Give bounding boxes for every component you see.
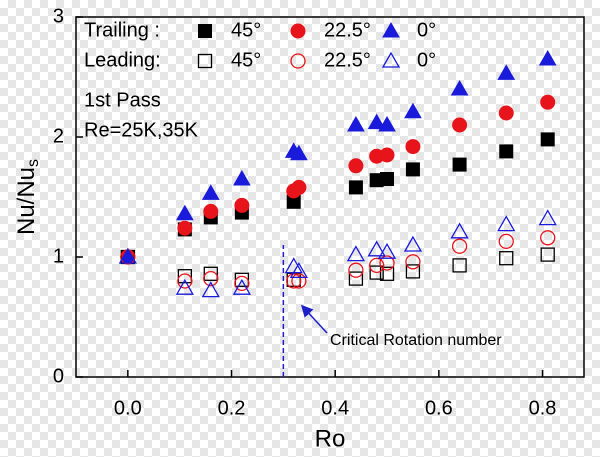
marker-triangle (378, 115, 396, 132)
marker-triangle (450, 222, 469, 239)
marker-square (452, 258, 467, 273)
legend-group-label: Leading: (84, 49, 161, 71)
marker-circle (286, 273, 302, 289)
x-tick-label: 0.0 (114, 397, 142, 419)
y-tick-label: 2 (53, 125, 64, 147)
marker-square (177, 269, 193, 284)
legend-label: 45° (231, 19, 261, 41)
legend-marker (290, 53, 306, 69)
marker-square (499, 251, 514, 266)
marker-square (405, 264, 421, 279)
marker-triangle (538, 49, 557, 66)
marker-triangle (118, 247, 137, 264)
marker-circle (203, 270, 219, 287)
arrow (300, 304, 328, 334)
marker-triangle (290, 144, 308, 161)
y-axis-label-sub: s (25, 159, 42, 167)
marker-triangle (284, 257, 303, 274)
marker-square (348, 180, 363, 195)
marker-triangle (367, 113, 386, 130)
legend-marker (198, 24, 212, 38)
legend-label: 45° (231, 49, 261, 71)
marker-triangle (232, 278, 251, 295)
legend-marker (381, 51, 401, 68)
legend-marker (290, 23, 306, 39)
x-tick-label: 0.2 (218, 397, 246, 419)
marker-triangle (404, 102, 422, 119)
marker-circle (405, 139, 421, 155)
marker-circle (177, 220, 193, 236)
marker-triangle (175, 204, 194, 221)
marker-triangle (497, 215, 516, 232)
marker-circle (291, 273, 307, 289)
y-tick-label: 1 (53, 245, 64, 267)
y-axis-label-main: Nu/Nu (13, 167, 40, 235)
marker-square (540, 132, 555, 147)
marker-triangle (538, 209, 557, 226)
marker-circle (379, 255, 395, 271)
marker-triangle (175, 278, 194, 295)
y-axis-label: Nu/Nus (13, 159, 42, 235)
marker-square (380, 172, 395, 186)
marker-circle (540, 230, 556, 246)
marker-square (405, 162, 420, 177)
x-tick-label: 0.6 (425, 397, 453, 419)
marker-circle (234, 275, 250, 292)
marker-circle (452, 117, 468, 133)
marker-circle (451, 238, 468, 254)
marker-triangle (450, 79, 469, 96)
legend-label: 22.5° (324, 49, 371, 71)
marker-square (452, 157, 467, 172)
marker-triangle (289, 262, 309, 279)
marker-circle (177, 273, 193, 289)
plot-frame (75, 16, 585, 378)
marker-triangle (201, 184, 220, 200)
legend-marker (382, 21, 400, 38)
marker-circle (234, 197, 250, 213)
marker-circle (348, 158, 364, 174)
legend-label: 0° (417, 19, 436, 41)
critical-label: Critical Rotation number (330, 332, 502, 349)
marker-circle (291, 179, 307, 195)
marker-square (499, 144, 514, 159)
x-tick-label: 0.8 (529, 397, 557, 419)
marker-triangle (403, 235, 423, 252)
y-tick-label: 0 (53, 365, 64, 387)
marker-circle (405, 254, 421, 270)
annotation: Re=25K,35K (84, 119, 199, 141)
marker-circle (540, 94, 556, 110)
marker-triangle (233, 169, 251, 186)
marker-triangle (497, 64, 516, 80)
legend-label: 22.5° (324, 19, 371, 41)
marker-square (203, 266, 218, 281)
x-axis-label: Ro (315, 425, 346, 452)
marker-circle (369, 257, 385, 274)
annotation: 1st Pass (84, 89, 161, 111)
legend-label: 0° (417, 49, 436, 71)
marker-triangle (367, 240, 386, 257)
legend-group-label: Trailing : (84, 19, 160, 41)
marker-circle (379, 147, 395, 163)
marker-square (348, 271, 364, 286)
marker-circle (348, 262, 364, 278)
marker-square (379, 266, 395, 281)
x-tick-label: 0.4 (321, 397, 349, 419)
marker-circle (498, 105, 514, 121)
marker-triangle (201, 281, 220, 298)
marker-circle (498, 233, 514, 250)
marker-square (540, 247, 555, 262)
marker-square (369, 265, 384, 280)
marker-circle (203, 203, 219, 219)
y-tick-label: 3 (53, 5, 64, 27)
marker-triangle (377, 242, 397, 259)
marker-triangle (347, 115, 365, 132)
marker-triangle (346, 245, 366, 262)
legend-marker (197, 53, 213, 69)
